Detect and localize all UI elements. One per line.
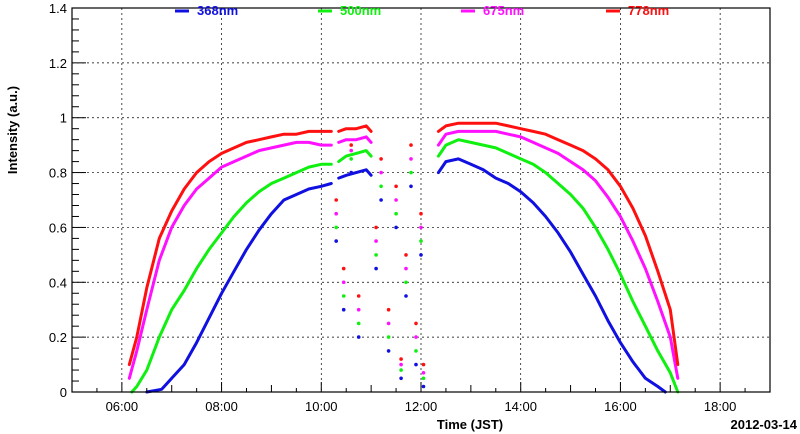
series-point [404, 253, 408, 257]
series-line-segment [436, 129, 680, 380]
series-line-segment [436, 138, 680, 394]
series-point [356, 335, 361, 339]
series-point [374, 253, 378, 257]
y-tick-label: 0.4 [49, 275, 67, 290]
series-point [379, 198, 383, 202]
series-line-segment [127, 140, 333, 380]
series-point [394, 211, 398, 216]
series-line-segment [145, 182, 333, 394]
series-point [379, 170, 383, 175]
series-675nm [127, 129, 680, 380]
series-point [421, 371, 426, 375]
series-500nm [130, 138, 680, 394]
series-point [341, 307, 346, 312]
series-point [386, 307, 391, 312]
series-point [334, 225, 339, 230]
series-point [394, 225, 398, 230]
series-point [409, 170, 413, 175]
series-point [334, 211, 339, 216]
series-point [419, 239, 423, 243]
y-tick-label: 0 [60, 385, 67, 400]
legend-label: 368nm [197, 3, 238, 18]
y-tick-label: 0.6 [49, 220, 67, 235]
series-point [409, 157, 413, 161]
x-tick-label: 06:00 [106, 399, 139, 414]
series-point [421, 362, 426, 367]
series-point [341, 266, 346, 271]
series-point [341, 280, 346, 285]
series-layer [127, 121, 680, 394]
series-point [386, 349, 391, 353]
series-point [419, 211, 423, 216]
series-point [379, 157, 383, 161]
series-point [386, 335, 391, 339]
series-point [386, 321, 391, 326]
legend-label: 500nm [340, 3, 381, 18]
series-point [409, 143, 413, 147]
series-line-segment [337, 149, 373, 164]
y-tick-label: 0.2 [49, 330, 67, 345]
y-axis-title: Intensity (a.u.) [5, 86, 20, 174]
series-point [334, 239, 339, 243]
series-line-segment [127, 129, 333, 367]
series-line-segment [337, 124, 373, 133]
series-line-segment [130, 162, 333, 394]
x-tick-label: 14:00 [504, 399, 537, 414]
series-point [374, 239, 378, 243]
series-point [414, 321, 418, 326]
series-point [409, 184, 413, 189]
series-point [356, 321, 361, 326]
x-tick-label: 10:00 [305, 399, 338, 414]
series-point [394, 198, 398, 202]
series-line-segment [337, 135, 373, 144]
legend-label: 675nm [483, 3, 524, 18]
y-tick-label: 1 [60, 111, 67, 126]
series-point [419, 253, 423, 257]
series-368nm [145, 157, 667, 394]
axis-ticks: 06:00 08:00 10:00 12:00 14:00 16:00 18:00 0 0.2 0… [49, 1, 771, 414]
x-tick-label: 16:00 [604, 399, 637, 414]
series-point [334, 198, 339, 202]
x-tick-label: 18:00 [704, 399, 737, 414]
date-label: 2012-03-14 [731, 417, 798, 432]
series-point [374, 225, 378, 230]
series-point [414, 335, 418, 339]
series-point [349, 157, 354, 161]
series-point [349, 170, 354, 175]
x-axis-title: Time (JST) [437, 417, 503, 432]
legend-label: 778nm [628, 3, 669, 18]
series-point [349, 148, 354, 153]
series-point [404, 294, 408, 298]
y-tick-label: 1.4 [49, 1, 67, 16]
series-point [356, 294, 361, 298]
series-point [414, 349, 418, 353]
series-point [356, 307, 361, 312]
series-point [404, 280, 408, 285]
series-point [399, 357, 403, 361]
series-point [379, 184, 383, 189]
series-line-segment [337, 168, 373, 180]
series-point [394, 184, 398, 189]
series-line-segment [436, 121, 680, 367]
series-point [419, 225, 423, 230]
series-point [414, 362, 418, 367]
series-line-segment [436, 157, 667, 394]
series-point [399, 362, 403, 367]
series-point [341, 294, 346, 298]
series-point [399, 368, 403, 372]
series-point [349, 143, 354, 147]
series-778nm [127, 121, 680, 367]
legend: 368nm 500nm 675nm 778nm [175, 3, 669, 18]
y-tick-label: 0.8 [49, 166, 67, 181]
series-point [421, 384, 426, 389]
series-point [374, 266, 378, 271]
y-tick-label: 1.2 [49, 56, 67, 71]
x-tick-label: 08:00 [205, 399, 238, 414]
series-point [399, 376, 403, 381]
series-point [421, 376, 426, 381]
x-tick-label: 12:00 [405, 399, 438, 414]
series-point [404, 266, 408, 271]
